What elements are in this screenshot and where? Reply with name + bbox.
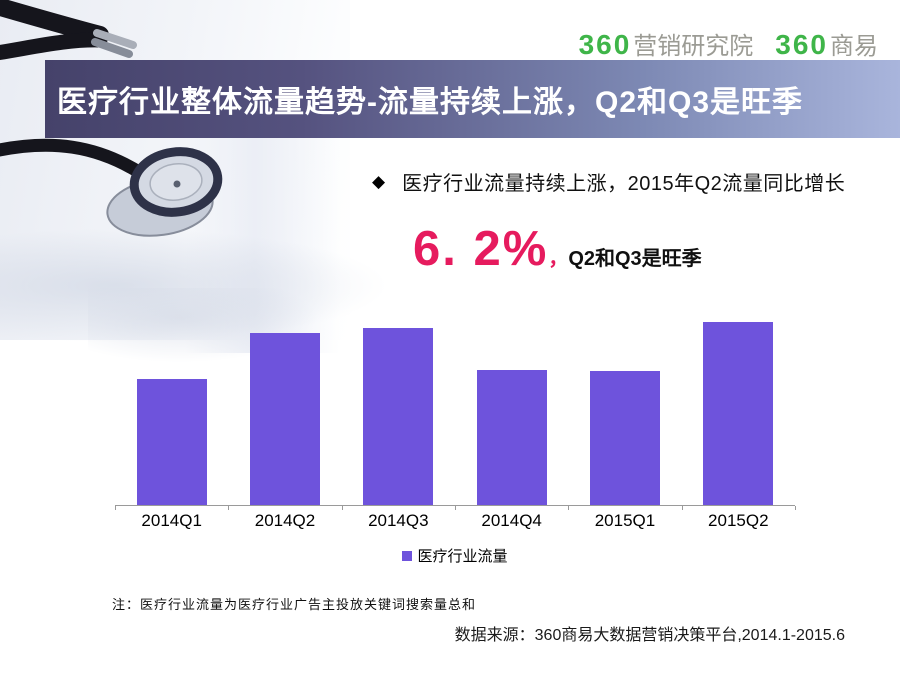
- axis-tick: [568, 506, 570, 510]
- logo-360-research-number: 360: [578, 29, 632, 60]
- bar-2014Q3: [363, 327, 434, 505]
- stethoscope-image: [0, 0, 223, 237]
- legend-label: 医疗行业流量: [417, 548, 508, 565]
- bar-slot: [228, 322, 341, 505]
- bar-2014Q1: [136, 378, 207, 505]
- axis-tick: [681, 506, 683, 510]
- stat-row: 6. 2%，Q2和Q3是旺季: [413, 221, 702, 277]
- bar-slot: [455, 322, 568, 505]
- bar-slot: [115, 322, 228, 505]
- bar-2014Q4: [476, 369, 547, 505]
- title-bar: 医疗行业整体流量趋势-流量持续上涨，Q2和Q3是旺季: [45, 60, 900, 138]
- axis-tick: [795, 506, 796, 510]
- axis-tick: [341, 506, 343, 510]
- page-title: 医疗行业整体流量趋势-流量持续上涨，Q2和Q3是旺季: [57, 86, 804, 119]
- bar-2014Q2: [249, 332, 320, 505]
- bar-2015Q2: [703, 322, 774, 505]
- axis-tick: [115, 506, 116, 510]
- chart-legend: 医疗行业流量: [115, 545, 795, 566]
- logo-360-shangyi-name: 商易: [830, 33, 878, 60]
- bullet-text: 医疗行业流量持续上涨，2015年Q2流量同比增长: [402, 173, 846, 195]
- logo-360-research-name: 营销研究院: [633, 33, 754, 60]
- x-axis-label: 2014Q3: [368, 511, 429, 530]
- stat-value: 6. 2%: [413, 222, 549, 276]
- data-source: 数据来源：360商易大数据营销决策平台,2014.1-2015.6: [454, 627, 845, 644]
- stat-comma: ，: [548, 248, 569, 270]
- bar-plot: [115, 322, 795, 506]
- x-axis-labels: 2014Q1 2014Q2 2014Q3 2014Q4 2015Q1 2015Q2: [115, 511, 795, 531]
- x-axis-ticks: [115, 505, 796, 510]
- logo-group: 360 营销研究院 360 商易: [579, 26, 878, 61]
- axis-tick: [455, 506, 456, 510]
- bullet-row: ◆ 医疗行业流量持续上涨，2015年Q2流量同比增长: [372, 167, 845, 196]
- x-axis-label: 2014Q4: [481, 511, 542, 530]
- bar-slot: [342, 322, 455, 505]
- bar-2015Q1: [589, 371, 660, 505]
- footnote: 注：医疗行业流量为医疗行业广告主投放关键词搜索量总和: [112, 597, 477, 612]
- logo-360-shangyi-number: 360: [775, 29, 828, 60]
- stat-suffix: Q2和Q3是旺季: [568, 248, 702, 270]
- diamond-bullet-icon: ◆: [372, 171, 386, 191]
- axis-tick: [228, 506, 230, 510]
- legend-swatch: [402, 550, 413, 561]
- x-axis-label: 2015Q2: [708, 511, 769, 530]
- x-axis-label: 2015Q1: [594, 511, 656, 530]
- bar-slot: [682, 322, 795, 505]
- bar-slot: [568, 322, 681, 505]
- x-axis-label: 2014Q1: [141, 511, 202, 530]
- x-axis-label: 2014Q2: [254, 511, 316, 530]
